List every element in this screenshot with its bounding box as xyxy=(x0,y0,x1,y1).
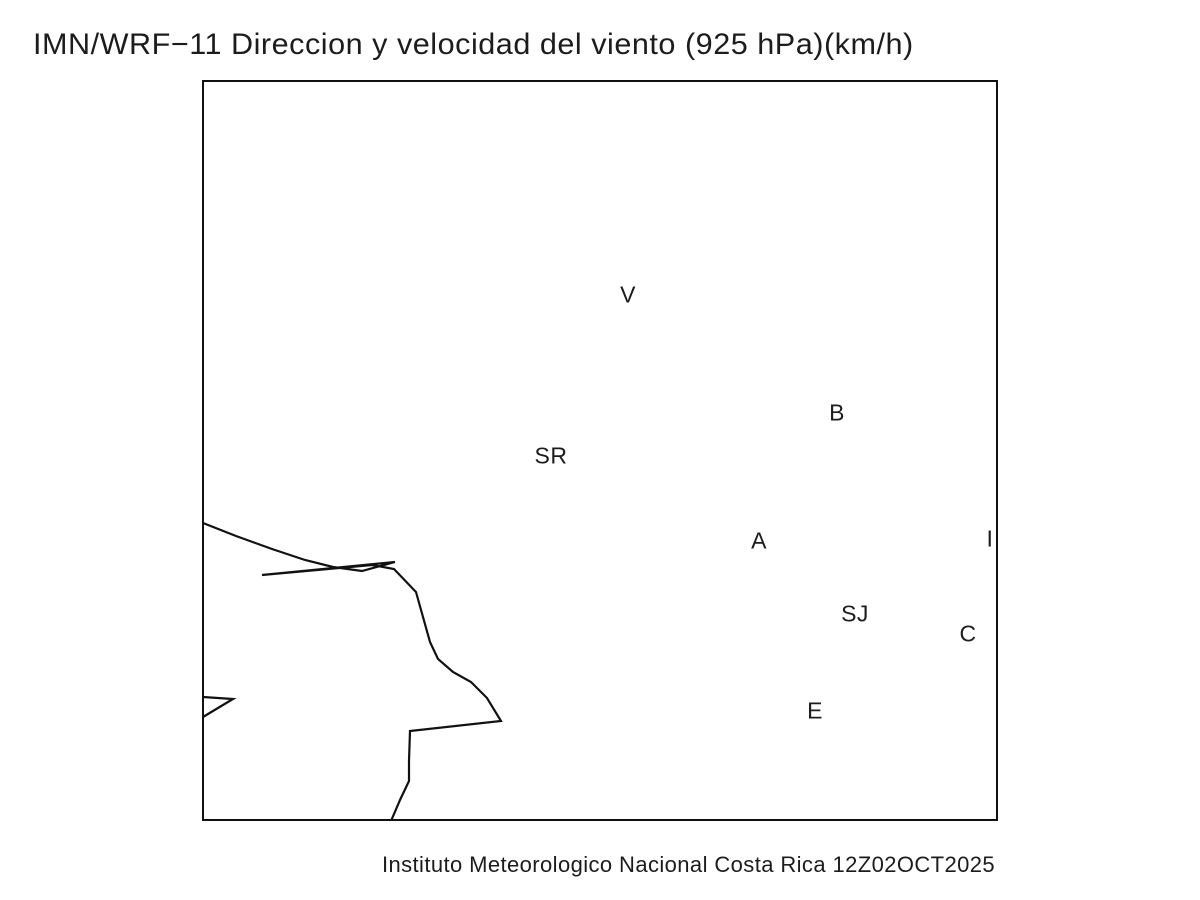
page-title: IMN/WRF−11 Direccion y velocidad del vie… xyxy=(33,28,914,61)
station-label-a: A xyxy=(751,527,767,554)
station-label-b: B xyxy=(829,399,845,426)
station-label-sj: SJ xyxy=(841,600,869,627)
station-label-sr: SR xyxy=(534,442,568,469)
station-label-v: V xyxy=(620,281,636,308)
map-plot-frame xyxy=(202,80,998,821)
footer-institution-timestamp: Instituto Meteorologico Nacional Costa R… xyxy=(382,852,996,877)
station-label-i: I xyxy=(986,525,994,552)
station-label-c: C xyxy=(959,620,977,647)
station-label-e: E xyxy=(807,697,823,724)
